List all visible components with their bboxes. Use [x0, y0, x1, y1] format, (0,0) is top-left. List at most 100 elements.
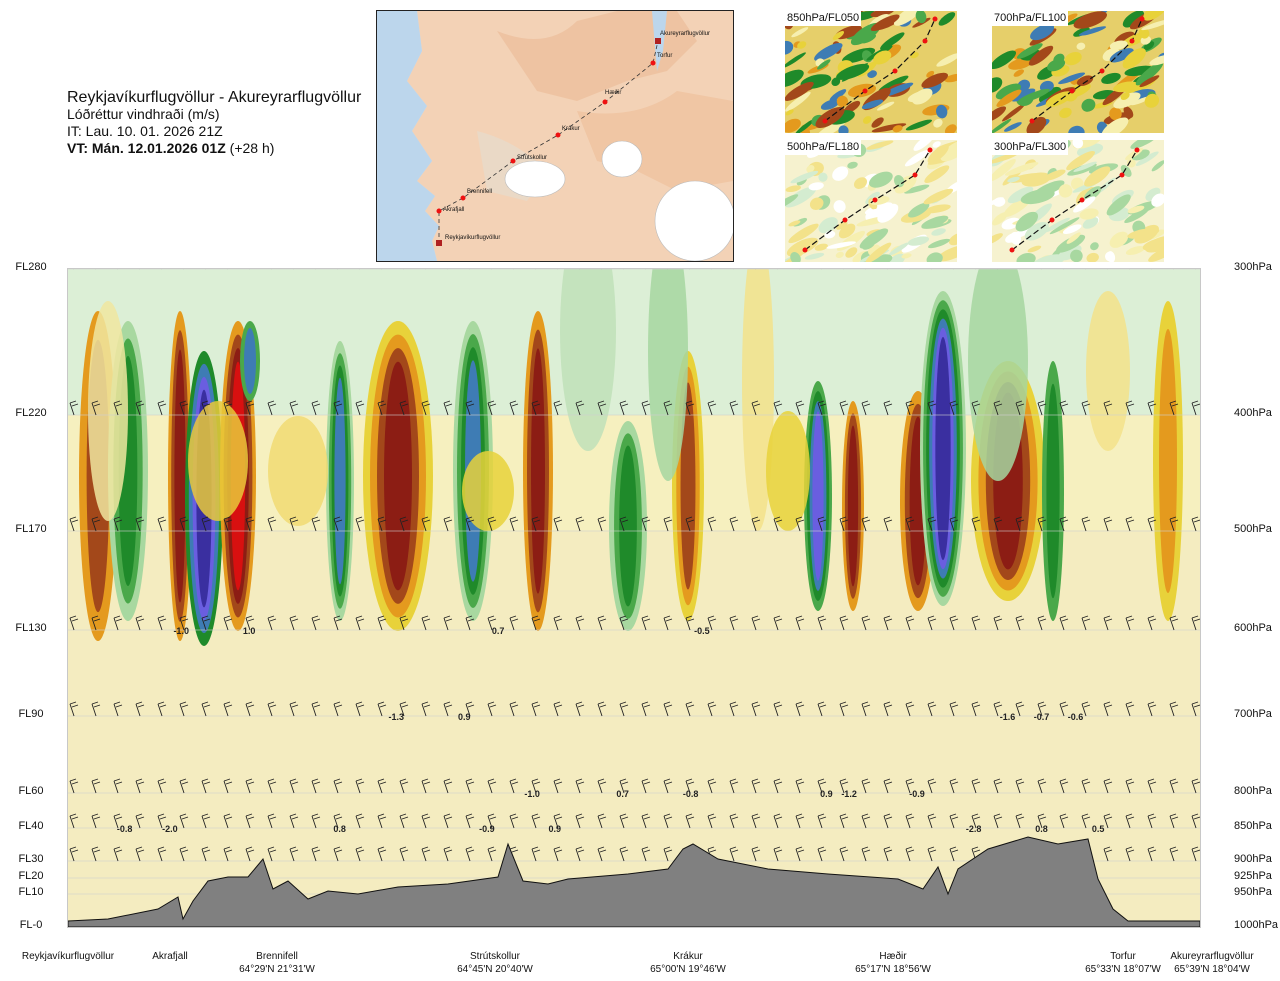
upper-level-feature: [188, 401, 248, 521]
wind-barb: [839, 615, 849, 631]
location-coord: 65°33'N 18°07'W: [1085, 964, 1161, 975]
wind-barb: [641, 813, 651, 829]
wind-barb: [729, 778, 739, 794]
wind-barb: [289, 778, 299, 794]
wind-barb: [1015, 701, 1025, 717]
thumbnail-field-blob: [1032, 254, 1066, 262]
wind-barb: [883, 701, 893, 717]
pressure-level-tick: 925hPa: [1234, 870, 1272, 882]
wind-barb: [487, 400, 497, 416]
value-label: 0.7: [616, 789, 629, 799]
wind-barb: [113, 778, 123, 794]
thumbnail-waypoint: [822, 118, 828, 124]
thumbnail-field-blob: [804, 252, 825, 260]
wind-barb: [949, 701, 959, 717]
thumbnail-waypoint: [1069, 88, 1075, 94]
wind-barb: [795, 400, 805, 416]
wind-barb: [333, 701, 343, 717]
wind-barb: [575, 778, 585, 794]
thumbnail-field-blob: [1122, 48, 1146, 69]
cross-section-plot: -1.0 1.0 0.7 -0.5 -1.3 0.9 -1.6 -0.7 -0.6 -1.0 0.7…: [67, 211, 1201, 928]
wind-barb: [1169, 813, 1179, 829]
wind-barb: [839, 516, 849, 532]
wind-barb: [1147, 701, 1157, 717]
wind-barb: [949, 615, 959, 631]
thumbnail-500hpa[interactable]: 500hPa/FL180: [785, 140, 957, 262]
thumbnail-waypoint: [892, 68, 898, 74]
thumbnail-field-blob: [1127, 205, 1145, 214]
wind-barb: [487, 615, 497, 631]
thumbnail-field-blob: [1016, 43, 1043, 59]
wind-barb: [1103, 516, 1113, 532]
thumbnail-field-blob: [1113, 81, 1139, 93]
wind-barb: [245, 813, 255, 829]
wind-barb: [971, 813, 981, 829]
plume-contour: [174, 349, 186, 603]
thumbnail-field-blob: [861, 99, 884, 110]
thumbnail-850hpa[interactable]: 850hPa/FL050: [785, 11, 957, 133]
thumbnail-field-blob: [790, 170, 819, 184]
thumbnail-700hpa[interactable]: 700hPa/FL100: [992, 11, 1164, 133]
thumbnail-field-blob: [808, 182, 824, 191]
thumbnail-field-blob: [893, 175, 905, 188]
upper-level-feature: [742, 231, 774, 531]
thumbnail-field-blob: [936, 53, 957, 67]
thumbnail-field-blob: [892, 125, 903, 133]
thumbnail-field-blob: [992, 118, 1012, 133]
wind-barb: [465, 778, 475, 794]
wind-barb: [509, 400, 519, 416]
wind-barb: [509, 516, 519, 532]
wind-barb: [1059, 701, 1069, 717]
thumbnail-300hpa[interactable]: 300hPa/FL300: [992, 140, 1164, 262]
thumbnail-field-blob: [1005, 232, 1020, 243]
wind-barb: [1125, 846, 1135, 862]
thumbnail-field-blob: [1143, 41, 1155, 51]
thumbnail-field-blob: [931, 228, 946, 236]
thumbnail-field-blob: [836, 221, 848, 230]
thumbnail-field-blob: [904, 184, 930, 194]
wind-barb: [157, 516, 167, 532]
thumbnail-field-blob: [785, 52, 806, 68]
wind-barb: [729, 701, 739, 717]
cross-section-svg: -1.0 1.0 0.7 -0.5 -1.3 0.9 -1.6 -0.7 -0.6 -1.0 0.7…: [67, 211, 1201, 928]
thumbnail-field-blob: [927, 144, 949, 164]
wind-barb: [509, 778, 519, 794]
wind-barb: [487, 846, 497, 862]
wind-barb: [333, 400, 343, 416]
wind-barb: [509, 701, 519, 717]
thumbnail-waypoint: [927, 147, 933, 153]
thumbnail-field-blob: [1058, 72, 1086, 85]
wind-barb: [553, 400, 563, 416]
wind-barb: [1147, 615, 1157, 631]
thumbnail-field-blob: [1127, 228, 1160, 239]
thumbnail-field-blob: [869, 171, 893, 188]
wind-barb: [223, 400, 233, 416]
thumbnail-field-blob: [1109, 40, 1128, 50]
thumbnail-field-blob: [1072, 140, 1084, 149]
wind-barb: [245, 846, 255, 862]
thumbnail-field-blob: [835, 251, 844, 259]
thumbnail-field-blob: [913, 140, 935, 151]
value-label: -0.5: [694, 626, 710, 636]
wind-barb: [553, 516, 563, 532]
thumbnail-field-blob: [1109, 107, 1122, 121]
wind-barb: [443, 813, 453, 829]
wind-barb: [817, 701, 827, 717]
thumbnail-field-blob: [832, 166, 849, 181]
thumbnail-field-blob: [1109, 48, 1134, 63]
thumbnail-field-blob: [785, 109, 794, 116]
wind-barb: [201, 846, 211, 862]
wind-barb: [531, 400, 541, 416]
thumbnail-field-blob: [865, 242, 892, 262]
thumbnail-field-blob: [1047, 58, 1066, 72]
pressure-level-tick: 900hPa: [1234, 853, 1272, 865]
thumbnail-field-blob: [1073, 27, 1090, 37]
pressure-level-tick: 950hPa: [1234, 886, 1272, 898]
wind-barb: [135, 778, 145, 794]
wind-barb: [641, 615, 651, 631]
thumbnail-field-blob: [785, 40, 794, 55]
wind-barb: [1125, 516, 1135, 532]
thumbnail-field-blob: [1106, 194, 1131, 216]
wind-barb: [861, 778, 871, 794]
wind-barb: [839, 846, 849, 862]
